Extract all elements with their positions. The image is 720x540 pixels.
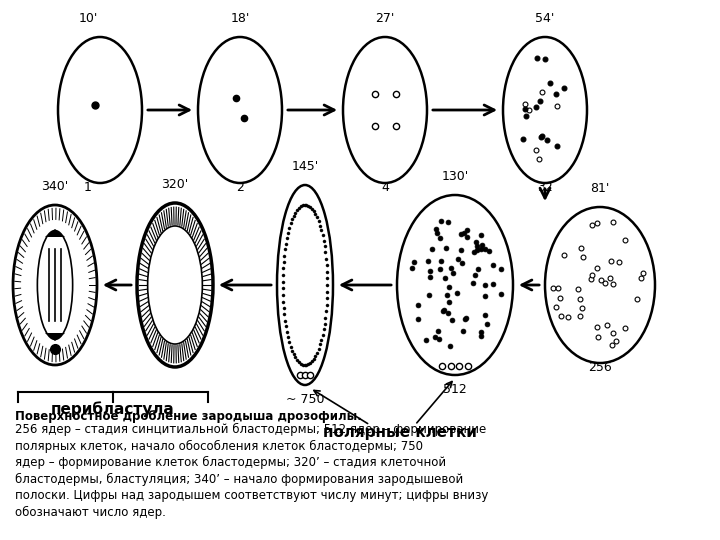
Text: 512: 512 — [443, 383, 467, 396]
Text: 2: 2 — [236, 181, 244, 194]
Polygon shape — [45, 229, 65, 237]
Text: Поверхностное дробление зародыша дрозофилы.: Поверхностное дробление зародыша дрозофи… — [15, 410, 362, 423]
Ellipse shape — [545, 207, 655, 363]
Ellipse shape — [137, 203, 213, 367]
Ellipse shape — [343, 37, 427, 183]
Text: 340': 340' — [41, 180, 68, 193]
Text: ~ 750: ~ 750 — [286, 393, 324, 406]
Text: 27': 27' — [375, 12, 395, 25]
Text: 1: 1 — [84, 181, 92, 194]
Ellipse shape — [198, 37, 282, 183]
Text: 130': 130' — [441, 170, 469, 183]
Text: перибластула: перибластула — [51, 401, 175, 417]
Ellipse shape — [503, 37, 587, 183]
Text: 4: 4 — [381, 181, 389, 194]
Text: 320': 320' — [161, 178, 189, 191]
Text: 256 ядер – стадия синцитиальной бластодермы; 512 ядер – формирование
полярных кл: 256 ядер – стадия синцитиальной бластоде… — [15, 423, 488, 519]
Text: 256: 256 — [588, 361, 612, 374]
Ellipse shape — [13, 205, 97, 365]
Ellipse shape — [58, 37, 142, 183]
Text: полярные клетки: полярные клетки — [323, 425, 477, 440]
Ellipse shape — [277, 185, 333, 385]
Text: 10': 10' — [78, 12, 98, 25]
Text: 145': 145' — [292, 160, 319, 173]
Text: 81': 81' — [590, 182, 610, 195]
Polygon shape — [45, 333, 65, 341]
Text: 32: 32 — [537, 181, 553, 194]
Text: 18': 18' — [230, 12, 250, 25]
Text: 54': 54' — [535, 12, 554, 25]
Ellipse shape — [148, 226, 202, 344]
Ellipse shape — [37, 231, 73, 340]
Ellipse shape — [397, 195, 513, 375]
